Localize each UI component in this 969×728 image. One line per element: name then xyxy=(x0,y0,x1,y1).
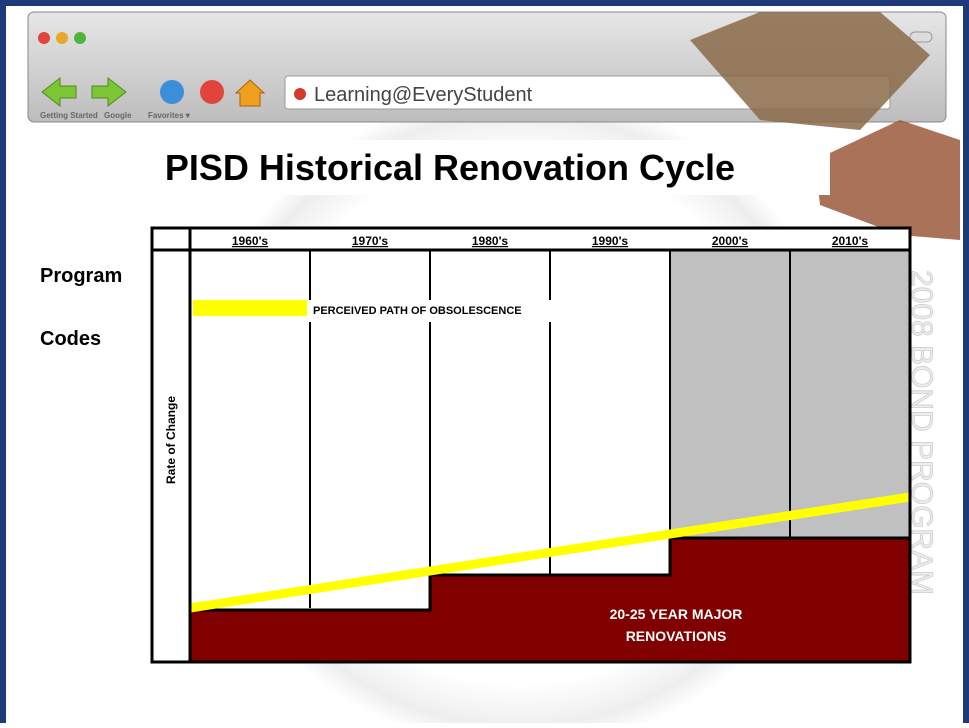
axis-label: Rate of Change xyxy=(164,396,178,484)
stop-button[interactable] xyxy=(200,80,224,104)
side-label: Codes xyxy=(40,328,101,350)
decade-label: 1960's xyxy=(232,234,269,248)
toolbar-toggle[interactable] xyxy=(910,32,932,42)
address-text: Learning@EveryStudent xyxy=(314,84,533,106)
legend-swatch xyxy=(193,300,307,316)
decade-label: 1970's xyxy=(352,234,389,248)
bookmark[interactable]: Google xyxy=(104,111,132,120)
bookmark[interactable]: Favorites ▾ xyxy=(148,111,191,120)
zoom-button[interactable] xyxy=(74,32,86,44)
slide: Learning@EveryStudent Getting Started Go… xyxy=(0,0,969,723)
close-button[interactable] xyxy=(38,32,50,44)
site-icon xyxy=(294,88,306,100)
decade-label: 2000's xyxy=(712,234,749,248)
decade-label: 1980's xyxy=(472,234,509,248)
decade-label: 2010's xyxy=(832,234,869,248)
bookmark[interactable]: Getting Started xyxy=(40,111,98,120)
slide-title: PISD Historical Renovation Cycle xyxy=(165,147,735,188)
legend-text: PERCEIVED PATH OF OBSOLESCENCE xyxy=(313,305,522,317)
decade-label: 1990's xyxy=(592,234,629,248)
renovation-label: RENOVATIONS xyxy=(626,628,727,644)
side-label: Program xyxy=(40,265,122,287)
renovation-label: 20-25 YEAR MAJOR xyxy=(610,606,743,622)
reload-button[interactable] xyxy=(160,80,184,104)
minimize-button[interactable] xyxy=(56,32,68,44)
